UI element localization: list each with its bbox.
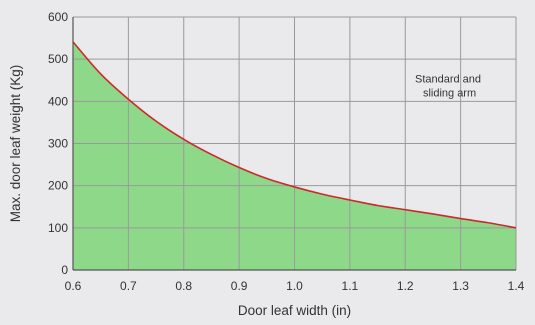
y-tick-label-4: 400	[48, 94, 68, 108]
y-tick-label-1: 100	[48, 221, 68, 235]
tick-labels: 0.6 0.7 0.8 0.9 1.0 1.1 1.2 1.3 1.4 0 100 200 300 400…	[48, 10, 525, 293]
y-tick-label-0: 0	[61, 263, 68, 277]
annotation-line-1: Standard and	[415, 73, 481, 85]
x-tick-label-3: 0.9	[231, 279, 248, 293]
annotation-line-2: sliding arm	[423, 87, 476, 99]
series-line	[72, 41, 517, 229]
x-tick-label-1: 0.7	[120, 279, 137, 293]
x-tick-label-8: 1.4	[508, 279, 525, 293]
y-tick-label-2: 200	[48, 179, 68, 193]
y-axis-title: Max. door leaf weight (Kg)	[8, 65, 23, 223]
x-tick-label-6: 1.2	[397, 279, 414, 293]
x-tick-label-4: 1.0	[286, 279, 303, 293]
axis-layer	[72, 17, 516, 271]
y-tick-label-3: 300	[48, 137, 68, 151]
y-tick-label-6: 600	[48, 10, 68, 24]
y-tick-label-5: 500	[48, 52, 68, 66]
annotation: Standard and sliding arm	[415, 73, 484, 99]
x-tick-label-2: 0.8	[175, 279, 192, 293]
line-layer	[72, 41, 517, 229]
x-tick-label-5: 1.1	[342, 279, 359, 293]
x-tick-label-0: 0.6	[65, 279, 82, 293]
x-axis-title: Door leaf width (in)	[238, 303, 351, 318]
x-tick-label-7: 1.3	[452, 279, 469, 293]
